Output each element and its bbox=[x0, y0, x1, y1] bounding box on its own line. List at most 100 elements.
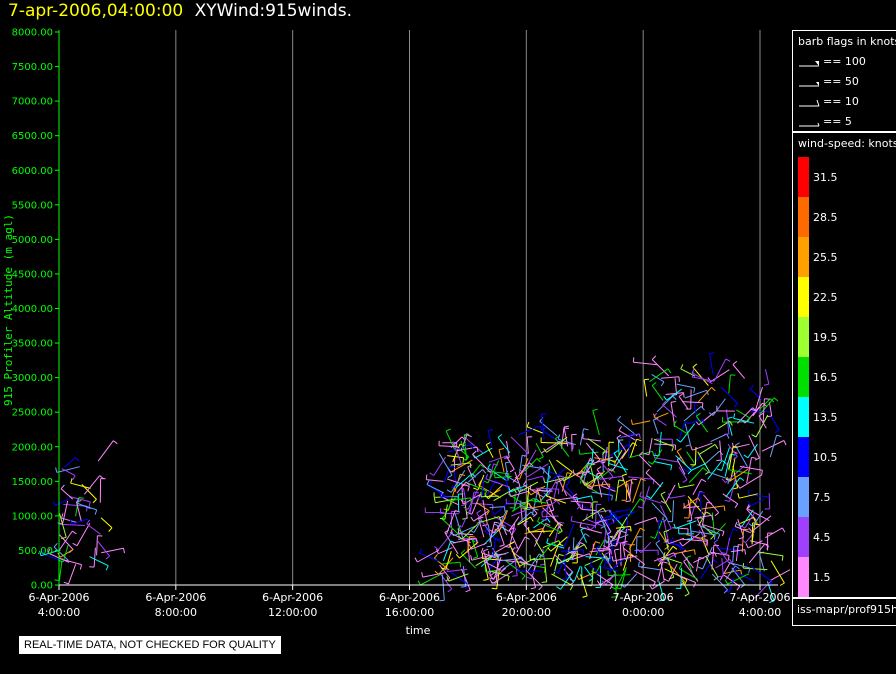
wind-barb-flag bbox=[472, 450, 477, 455]
wind-barb-flag bbox=[691, 372, 694, 378]
wind-barb-flag bbox=[670, 465, 673, 471]
wind-barb bbox=[602, 521, 613, 546]
colorbar-label: 4.5 bbox=[813, 531, 831, 544]
wind-barb bbox=[768, 402, 773, 417]
wind-barb bbox=[751, 566, 773, 583]
wind-barb bbox=[485, 480, 496, 497]
wind-barb-flag bbox=[620, 527, 625, 532]
wind-barb-flag bbox=[52, 500, 56, 506]
barb-legend-label: == 10 bbox=[823, 95, 859, 108]
wind-barb bbox=[492, 538, 496, 559]
wind-barb-flag bbox=[75, 457, 80, 462]
wind-barb bbox=[511, 510, 526, 517]
wind-barb bbox=[715, 558, 730, 569]
wind-barb bbox=[595, 504, 597, 529]
wind-barb-flag bbox=[733, 403, 739, 408]
wind-barb bbox=[734, 525, 751, 534]
wind-barb-flag bbox=[769, 600, 775, 603]
wind-barb bbox=[553, 554, 573, 573]
wind-barb-flag bbox=[581, 481, 586, 486]
barb-symbol-icon bbox=[799, 99, 820, 107]
wind-barb bbox=[563, 523, 575, 548]
wind-barb-flag bbox=[484, 490, 488, 496]
wind-barb bbox=[570, 500, 592, 504]
wind-barb-flag bbox=[610, 549, 612, 555]
wind-barb bbox=[467, 466, 477, 486]
wind-barb bbox=[622, 542, 626, 560]
wind-barb-flag bbox=[520, 488, 526, 491]
barb-legend-label: == 50 bbox=[823, 75, 859, 88]
wind-barb bbox=[461, 485, 464, 505]
wind-barb bbox=[725, 565, 736, 580]
wind-barb bbox=[443, 465, 451, 483]
wind-barb-flag bbox=[539, 553, 544, 558]
wind-barb bbox=[514, 493, 516, 508]
wind-barb bbox=[643, 379, 648, 397]
y-tick-label: 4000.00 bbox=[12, 304, 53, 315]
wind-barb-flag bbox=[709, 352, 715, 355]
wind-barb bbox=[765, 527, 783, 539]
wind-barb bbox=[537, 521, 562, 533]
wind-barb bbox=[692, 366, 709, 386]
wind-barb bbox=[595, 548, 609, 565]
wind-barb-flag bbox=[613, 450, 619, 454]
wind-barb bbox=[504, 559, 526, 577]
wind-barb-flag bbox=[690, 445, 693, 451]
wind-barb bbox=[676, 450, 687, 466]
y-tick-label: 2000.00 bbox=[12, 442, 53, 453]
wind-barb bbox=[514, 471, 521, 487]
wind-barb bbox=[452, 441, 463, 465]
wind-barb-flag bbox=[732, 528, 738, 531]
wind-barb bbox=[615, 529, 621, 547]
wind-barb-flag bbox=[670, 401, 676, 403]
wind-barb-flag bbox=[538, 456, 544, 460]
wind-barb-flag bbox=[610, 459, 616, 463]
wind-barb-flag bbox=[94, 509, 98, 515]
wind-barb bbox=[620, 569, 627, 590]
wind-barb-flag bbox=[446, 576, 450, 582]
wind-barb bbox=[526, 426, 544, 434]
wind-barb bbox=[497, 437, 511, 454]
wind-barb-flag bbox=[725, 358, 731, 362]
wind-barb bbox=[658, 431, 662, 456]
wind-barb-flag bbox=[539, 425, 543, 431]
wind-barb bbox=[89, 556, 109, 567]
wind-barb bbox=[40, 549, 61, 557]
wind-barb-flag bbox=[537, 516, 540, 522]
y-tick-label: 5000.00 bbox=[12, 235, 53, 246]
wind-barb-flag bbox=[79, 564, 83, 570]
wind-barb bbox=[452, 537, 477, 544]
y-tick-label: 500.00 bbox=[18, 546, 53, 557]
wind-barb bbox=[692, 442, 713, 451]
wind-barb-flag bbox=[576, 505, 581, 510]
wind-barb-flag bbox=[617, 415, 622, 421]
wind-barb bbox=[732, 546, 735, 563]
wind-barb bbox=[745, 531, 756, 544]
wind-barb-flag bbox=[69, 519, 73, 525]
barb-symbol-icon bbox=[799, 82, 819, 87]
wind-barb-flag bbox=[63, 581, 69, 585]
y-tick-label: 5500.00 bbox=[12, 200, 53, 211]
wind-barb bbox=[463, 436, 484, 454]
wind-barb bbox=[459, 541, 479, 559]
wind-barb-flag bbox=[530, 587, 536, 590]
wind-barb bbox=[547, 480, 557, 496]
wind-barb bbox=[698, 443, 716, 456]
wind-barb-flag bbox=[639, 491, 642, 497]
wind-barb bbox=[76, 522, 91, 546]
wind-barb bbox=[731, 567, 746, 586]
wind-barb bbox=[721, 447, 730, 471]
wind-barb bbox=[70, 482, 91, 489]
wind-barb-flag bbox=[680, 545, 682, 551]
wind-barb-flag bbox=[72, 542, 78, 547]
wind-barb bbox=[760, 397, 775, 415]
wind-barb bbox=[651, 449, 663, 465]
wind-barb bbox=[519, 481, 539, 493]
wind-barb bbox=[747, 540, 763, 549]
wind-barb bbox=[573, 495, 592, 501]
wind-barb bbox=[729, 477, 737, 502]
wind-barb-flag bbox=[751, 434, 757, 438]
wind-barb-flag bbox=[434, 546, 439, 551]
wind-barb-flag bbox=[680, 364, 684, 370]
wind-barb bbox=[727, 418, 733, 436]
